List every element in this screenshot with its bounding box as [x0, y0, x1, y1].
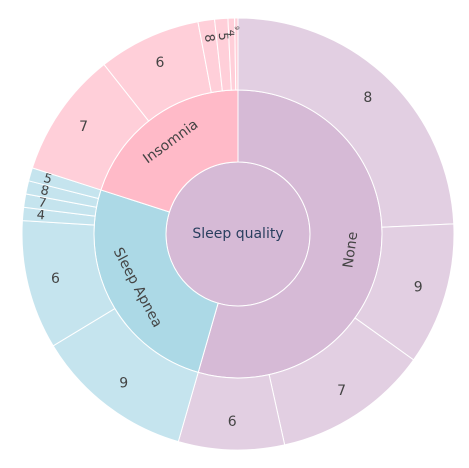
leaf-label-none-7: 7: [337, 383, 346, 399]
leaf-label-sleep-apnea-7: 7: [37, 195, 48, 211]
leaf-label-insomnia-8: 8: [201, 33, 217, 43]
leaf-label-sleep-apnea-9: 9: [119, 375, 128, 391]
group-label-none: None: [340, 231, 361, 269]
leaf-label-none-9: 9: [414, 279, 423, 295]
leaf-label-sleep-apnea-5: 5: [42, 171, 54, 188]
leaf-label-insomnia-9: 9: [233, 26, 240, 30]
leaf-label-none-6: 6: [228, 414, 237, 430]
leaf-label-none-8: 8: [363, 90, 372, 106]
leaf-segment-insomnia-9: [234, 17, 239, 91]
root-label: Sleep quality: [192, 226, 283, 242]
leaf-label-insomnia-7: 7: [79, 119, 88, 135]
leaf-label-sleep-apnea-4: 4: [36, 208, 46, 224]
leaf-label-insomnia-6: 6: [156, 55, 165, 71]
leaf-label-insomnia-5: 5: [215, 32, 231, 41]
leaf-label-sleep-apnea-8: 8: [39, 183, 50, 199]
leaf-label-sleep-apnea-6: 6: [51, 271, 60, 287]
leaf-label-insomnia-4: 4: [225, 29, 238, 36]
leaf-segment-none-8: [237, 17, 455, 228]
